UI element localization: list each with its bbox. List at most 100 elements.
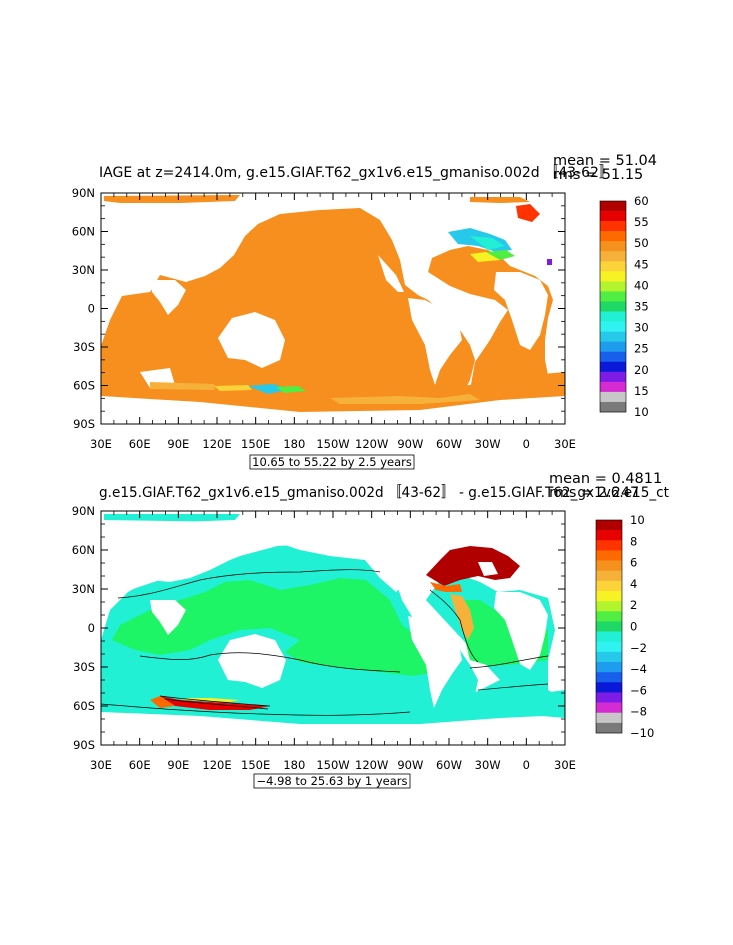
panel-2-land-india: [150, 600, 186, 635]
panel-2-colorbar-swatch: [596, 560, 622, 572]
panel-1-colorbar-label: 35: [634, 300, 649, 314]
panel-1-colorbar-swatch: [600, 381, 626, 393]
panel-2-title: g.e15.GIAF.T62_gx1v6.e15_gmaniso.002d 〚4…: [99, 484, 669, 501]
panel-1-colorbar-swatch: [600, 401, 626, 413]
panel-2-colorbar-swatch: [596, 672, 622, 683]
panel-2-xtick-label: 60E: [129, 758, 151, 772]
panel-1-xtick-label: 30E: [554, 437, 576, 451]
panel-2-colorbar-swatch: [596, 712, 622, 724]
panel-1-colorbar-label: 10: [634, 405, 649, 419]
panel-2-xtick-label: 30E: [90, 758, 112, 772]
panel-1-ytick-label: 30N: [72, 263, 95, 277]
panel-2-colorbar-swatch: [596, 601, 622, 612]
panel-1-patch-southern-light: [150, 382, 215, 390]
panel-1-xtick-label: 60W: [436, 437, 462, 451]
panel-1-patch-green: [486, 250, 515, 260]
panel-2-colorbar-label: 0: [630, 620, 637, 634]
panel-2-colorbar-swatch: [596, 682, 622, 693]
panel-1-colorbar-label: 50: [634, 236, 649, 250]
panel-2-xtick-label: 0: [523, 758, 530, 772]
panel-1-colorbar-swatch: [600, 241, 626, 252]
panel-2-land-australia: [218, 634, 286, 688]
panel-2-colorbar-swatch: [596, 580, 622, 592]
panel-2-xtick-label: 120W: [355, 758, 388, 772]
panel-1-colorbar-label: 30: [634, 321, 649, 335]
panel-2-patch-north-atlantic-red: [426, 546, 520, 586]
panel-1-colorbar-swatch: [600, 321, 626, 332]
panel-1-xtick-label: 120E: [202, 437, 231, 451]
panel-1-land-south-america: [408, 298, 462, 385]
panel-2-xtick-label: 150E: [241, 758, 270, 772]
panel-1-colorbar-swatch: [600, 301, 626, 312]
panel-2-xtick-label: 30W: [475, 758, 501, 772]
panel-1-ytick-label: 60N: [72, 225, 95, 239]
panel-1-colorbar-swatch: [600, 351, 626, 363]
panel-1-land-africa: [494, 272, 548, 350]
panel-2-colorbar-swatch: [596, 641, 622, 653]
panel-1-map: [101, 195, 565, 412]
panel-1-contour-info: 10.65 to 55.22 by 2.5 years: [252, 455, 412, 469]
panel-2-colorbar-swatch: [596, 520, 622, 531]
panel-1-colorbar-swatch: [600, 281, 626, 292]
panel-1-contour-info-box: [249, 454, 415, 470]
panel-1-colorbar-swatch: [600, 361, 626, 373]
panel-1-colorbar-label: 55: [634, 215, 649, 229]
panel-2-xtick-label: 60W: [436, 758, 462, 772]
panel-2-xtick-label: 30E: [554, 758, 576, 772]
panel-2-colorbar-swatch: [596, 692, 622, 703]
panel-2-colorbar-swatch: [596, 540, 622, 551]
panel-1-patch-yellow: [470, 252, 500, 262]
panel-2-colorbar-swatch: [596, 550, 622, 561]
panel-2-ytick-label: 30N: [72, 582, 95, 596]
panel-2-ytick-label: 30S: [73, 660, 95, 674]
panel-2-colorbar-label: −6: [630, 683, 647, 697]
panel-2-colorbar-label: 2: [630, 598, 637, 612]
panel-1-xtick-label: 120W: [355, 437, 388, 451]
panel-2-land-namerica: [270, 530, 428, 592]
panel-1-colorbar-swatch: [600, 261, 626, 272]
panel-2-contour-info-box: [253, 773, 411, 789]
panel-2-xtick-label: 150W: [316, 758, 349, 772]
panel-2-xtick-label: 180: [283, 758, 305, 772]
panel-1-colorbar-label: 15: [634, 384, 649, 398]
panel-2-xtick-label: 90W: [397, 758, 423, 772]
panel-1-patch-purple: [547, 259, 552, 265]
panel-2-colorbar-swatch: [596, 611, 622, 622]
panel-1-xtick-label: 30E: [90, 437, 112, 451]
panel-1-xtick-label: 180: [283, 437, 305, 451]
panel-2-patch-north-atlantic-white: [478, 562, 498, 576]
panel-2-xtick-label: 90E: [167, 758, 189, 772]
panel-1-colorbar-swatch: [600, 201, 626, 212]
panel-1-colorbar-label: 60: [634, 194, 649, 208]
panel-2-colorbar: 10 8 6 4 2 0 −2 −4 −6 −8 −10: [595, 513, 654, 740]
panel-1-ytick-label: 30S: [73, 340, 95, 354]
panel-1-patch-southern-cyan: [248, 384, 292, 394]
panel-1-patch-labrador-core: [470, 236, 505, 250]
panel-1-land-central-america: [378, 255, 404, 292]
panel-1-colorbar-label: 45: [634, 257, 649, 271]
panel-1-ytick-label: 90N: [72, 186, 95, 200]
panel-1-patch-nordic: [516, 204, 540, 222]
panel-1-land-australia: [218, 312, 285, 368]
panel-1-colorbar-swatch: [600, 211, 626, 222]
panel-2-colorbar-label: −10: [630, 726, 654, 740]
panel-1-colorbar-frame: [599, 200, 627, 413]
panel-2-patch-north-atlantic-orange: [430, 582, 462, 592]
panel-1-colorbar-swatch: [600, 221, 626, 232]
panel-2-colorbar-swatch: [596, 621, 622, 632]
panel-2-patch-southern-yellow: [175, 698, 240, 702]
panel-1-xtick-label: 150E: [241, 437, 270, 451]
panel-2-contour-info: −4.98 to 25.63 by 1 years: [256, 774, 407, 788]
panel-1-colorbar-swatch: [600, 341, 626, 353]
panel-1-colorbar-swatch: [600, 251, 626, 262]
panel-2-land-asia: [101, 520, 300, 600]
panel-1-colorbar-swatch: [600, 271, 626, 282]
panel-2-colorbar-label: −4: [630, 662, 647, 676]
panel-2-ytick-label: 60N: [72, 543, 95, 557]
panel-1-ocean-pacific-indian: [101, 208, 475, 408]
panel-2-ocean-cyan-arctic: [104, 514, 240, 522]
panel-2-colorbar-swatch: [596, 631, 622, 643]
panel-2-rms: rms = 2.247: [549, 485, 639, 501]
panel-2-colorbar-label: 10: [630, 513, 645, 527]
panel-2-colorbar-label: −8: [630, 705, 647, 719]
